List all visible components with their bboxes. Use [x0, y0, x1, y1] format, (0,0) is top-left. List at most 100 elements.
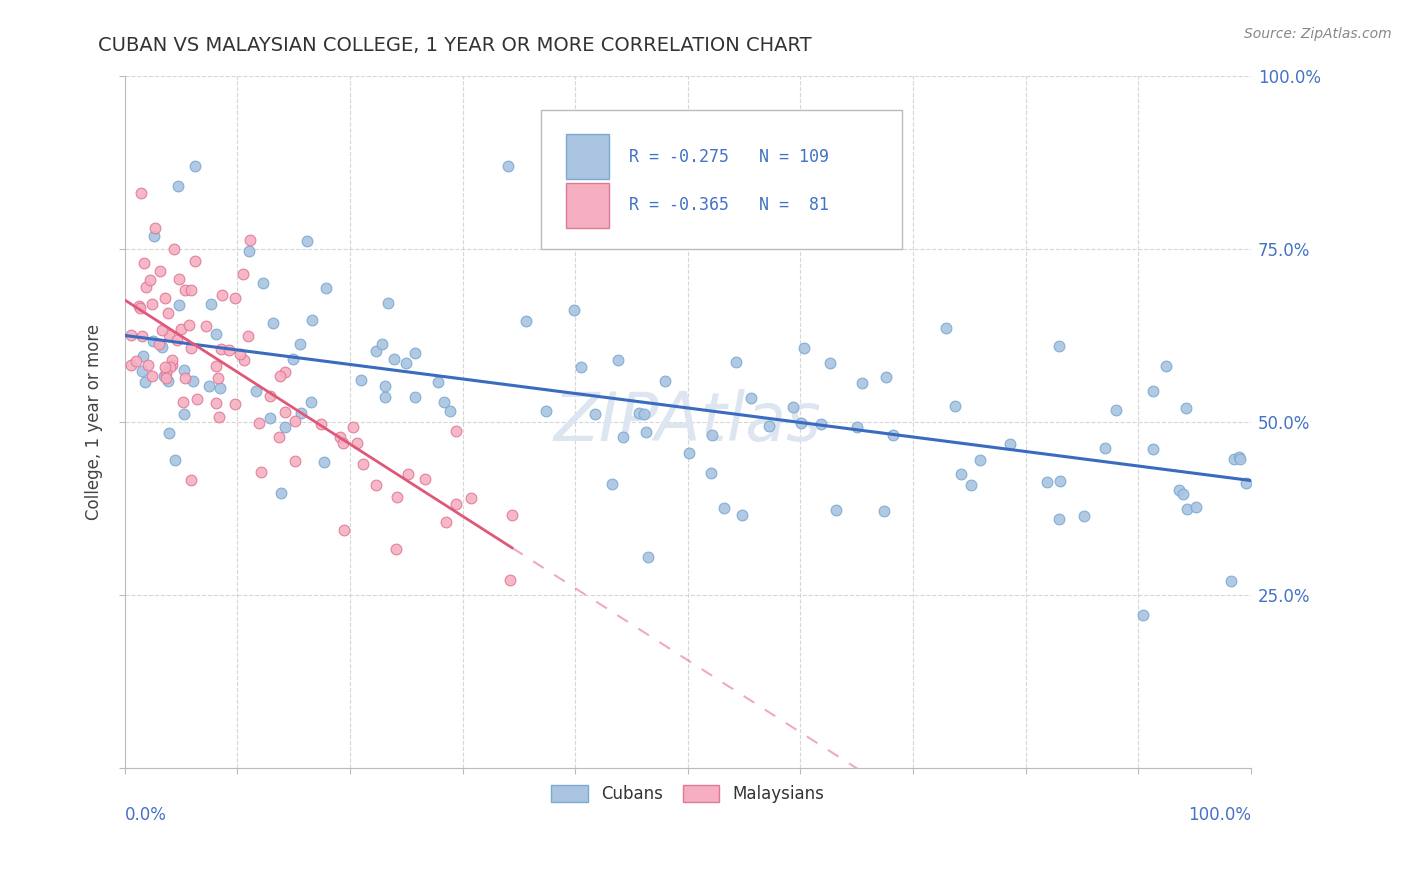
- Point: [186, 392, 208, 406]
- Point: [1105, 403, 1128, 417]
- Point: [374, 379, 396, 393]
- Point: [236, 329, 259, 343]
- Point: [299, 394, 322, 409]
- Text: R = -0.365   N =  81: R = -0.365 N = 81: [630, 196, 830, 214]
- Text: R = -0.275   N = 109: R = -0.275 N = 109: [630, 148, 830, 166]
- Point: [229, 347, 252, 361]
- Point: [290, 336, 312, 351]
- Point: [612, 430, 634, 444]
- Point: [198, 379, 221, 393]
- Point: [350, 373, 373, 387]
- Point: [273, 405, 295, 419]
- Point: [132, 349, 155, 363]
- Point: [370, 336, 392, 351]
- Point: [1234, 475, 1257, 490]
- Y-axis label: College, 1 year or more: College, 1 year or more: [86, 324, 103, 520]
- Point: [460, 491, 482, 505]
- Point: [1171, 487, 1194, 501]
- Point: [142, 229, 165, 244]
- Point: [396, 467, 419, 481]
- Point: [194, 318, 217, 333]
- Point: [180, 283, 202, 297]
- Point: [150, 323, 173, 337]
- Point: [935, 321, 957, 335]
- Point: [259, 389, 281, 403]
- Point: [245, 384, 267, 398]
- Point: [218, 343, 240, 357]
- Point: [262, 316, 284, 330]
- Point: [173, 283, 195, 297]
- Point: [238, 244, 260, 259]
- FancyBboxPatch shape: [567, 183, 609, 227]
- Point: [633, 407, 655, 421]
- Point: [364, 478, 387, 492]
- Point: [180, 473, 202, 487]
- Point: [155, 291, 177, 305]
- Point: [969, 453, 991, 467]
- Point: [173, 370, 195, 384]
- Point: [998, 437, 1021, 451]
- Point: [1047, 512, 1070, 526]
- Point: [155, 367, 177, 381]
- Point: [205, 396, 228, 410]
- Point: [269, 369, 291, 384]
- Point: [131, 364, 153, 378]
- Point: [224, 397, 246, 411]
- Point: [204, 359, 226, 373]
- Point: [259, 411, 281, 425]
- Point: [1185, 500, 1208, 514]
- Point: [606, 352, 628, 367]
- Point: [943, 399, 966, 413]
- Point: [377, 295, 399, 310]
- Point: [274, 420, 297, 434]
- Point: [846, 420, 869, 434]
- Point: [155, 371, 177, 385]
- Point: [155, 359, 177, 374]
- Point: [395, 356, 418, 370]
- Point: [1142, 384, 1164, 398]
- Point: [128, 299, 150, 313]
- Point: [382, 351, 405, 366]
- Legend: Cubans, Malaysians: Cubans, Malaysians: [543, 776, 832, 812]
- Point: [433, 394, 456, 409]
- Point: [1049, 475, 1071, 489]
- Point: [342, 420, 364, 434]
- Point: [209, 342, 232, 356]
- Point: [149, 264, 172, 278]
- Point: [184, 159, 207, 173]
- Point: [141, 368, 163, 383]
- Text: 0.0%: 0.0%: [125, 805, 167, 824]
- Point: [1142, 442, 1164, 456]
- Point: [211, 287, 233, 301]
- Point: [627, 406, 650, 420]
- Point: [851, 376, 873, 391]
- Point: [267, 430, 290, 444]
- Point: [404, 346, 426, 360]
- Point: [731, 508, 754, 523]
- Point: [700, 428, 723, 442]
- Point: [309, 417, 332, 431]
- Point: [239, 233, 262, 247]
- Point: [143, 220, 166, 235]
- Point: [413, 472, 436, 486]
- Point: [678, 446, 700, 460]
- Point: [882, 427, 904, 442]
- Point: [180, 341, 202, 355]
- Point: [284, 453, 307, 467]
- FancyBboxPatch shape: [541, 110, 901, 249]
- Point: [564, 207, 586, 221]
- Point: [312, 455, 335, 469]
- Point: [782, 400, 804, 414]
- Point: [177, 318, 200, 332]
- Point: [569, 359, 592, 374]
- Point: [148, 337, 170, 351]
- Point: [125, 354, 148, 368]
- Point: [169, 322, 191, 336]
- Point: [166, 333, 188, 347]
- Point: [1132, 608, 1154, 623]
- Point: [1036, 475, 1059, 489]
- Point: [501, 508, 523, 522]
- Point: [283, 352, 305, 367]
- Point: [139, 273, 162, 287]
- Point: [247, 417, 270, 431]
